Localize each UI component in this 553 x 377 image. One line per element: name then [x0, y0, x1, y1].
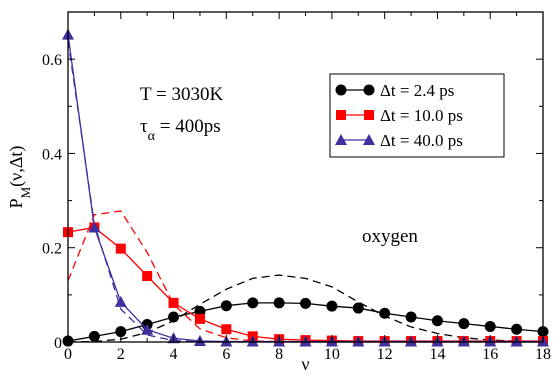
data-point: [352, 302, 364, 314]
data-point: [221, 324, 232, 335]
data-point: [88, 330, 100, 342]
dashed-curve: [67, 210, 543, 343]
x-tick-label: 2: [117, 346, 125, 363]
data-point: [115, 326, 127, 338]
x-tick-label: 18: [535, 346, 551, 363]
data-point: [88, 221, 101, 233]
legend-marker: [363, 134, 375, 145]
data-point: [114, 295, 127, 307]
x-axis-label: ν: [301, 354, 309, 374]
y-axis-label-rest: (ν,Δt): [6, 146, 27, 187]
y-axis-label-main: P: [6, 198, 26, 208]
data-point: [379, 307, 391, 319]
tau-value: = 400ps: [155, 116, 221, 137]
legend-label: Δt = 40.0 ps: [380, 131, 463, 150]
y-axis-label: PM(ν,Δt): [6, 146, 33, 209]
svg-text:PM(ν,Δt): PM(ν,Δt): [6, 146, 33, 209]
axis-ticks: 0 2 4 6 8 10 12 14 16 18 0 0.2 0.4 0.6: [42, 12, 551, 363]
y-tick-label: 0.6: [42, 52, 62, 69]
x-tick-label: 10: [324, 346, 340, 363]
x-tick-label: 4: [170, 346, 178, 363]
y-tick-label: 0.2: [42, 241, 62, 258]
data-point: [458, 318, 470, 330]
legend-marker: [335, 84, 347, 96]
legend-label: Δt = 10.0 ps: [380, 106, 463, 125]
data-point: [300, 297, 311, 309]
y-axis-label-sub: M: [18, 186, 33, 198]
tau-symbol: τ: [140, 116, 148, 137]
data-point: [247, 297, 259, 309]
x-tick-label: 8: [275, 346, 283, 363]
legend-label: Δt = 2.4 ps: [380, 81, 454, 100]
data-point: [168, 297, 179, 308]
tau-annotation: τα = 400ps: [140, 116, 221, 144]
data-point: [115, 243, 126, 254]
data-point: [511, 323, 523, 335]
y-tick-label: 0: [54, 335, 62, 352]
data-point: [484, 320, 496, 332]
tau-subscript: α: [148, 129, 156, 144]
legend-marker: [335, 134, 347, 145]
data-point: [141, 323, 154, 335]
data-point: [326, 300, 338, 312]
data-point: [405, 311, 417, 323]
legend-marker: [364, 110, 374, 120]
legend-marker: [363, 84, 375, 96]
data-point: [142, 271, 153, 281]
x-tick-label: 6: [222, 346, 230, 363]
species-annotation: oxygen: [362, 226, 418, 247]
plot-frame: [67, 11, 544, 343]
data-point: [273, 297, 285, 309]
data-point: [168, 311, 180, 323]
data-point: [194, 313, 205, 324]
legend-marker: [336, 110, 346, 120]
x-tick-label: 0: [64, 346, 72, 363]
y-tick-label: 0.4: [42, 146, 62, 163]
legend: Δt = 2.4 ps Δt = 10.0 ps Δt = 40.0 ps: [329, 73, 505, 158]
temperature-annotation: T = 3030K: [140, 84, 223, 105]
x-tick-label: 16: [482, 346, 498, 363]
data-point: [431, 315, 443, 327]
x-tick-label: 12: [377, 346, 393, 363]
x-tick-label: 14: [429, 346, 445, 363]
data-point: [220, 300, 232, 312]
